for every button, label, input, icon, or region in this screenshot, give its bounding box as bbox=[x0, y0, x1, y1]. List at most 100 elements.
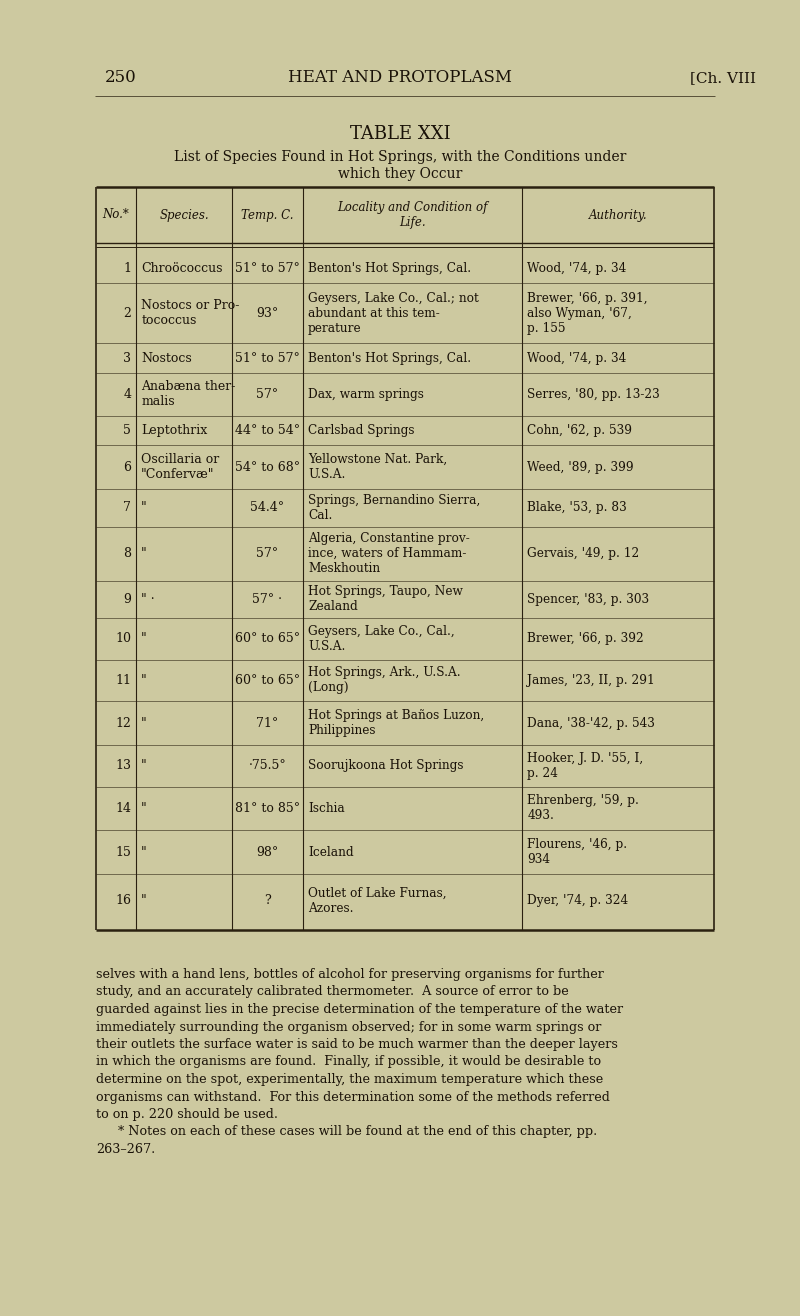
Text: Hot Springs, Ark., U.S.A.
(Long): Hot Springs, Ark., U.S.A. (Long) bbox=[308, 666, 461, 695]
Text: ": " bbox=[141, 846, 147, 858]
Text: 54° to 68°: 54° to 68° bbox=[235, 461, 300, 474]
Text: Chroöcoccus: Chroöcoccus bbox=[141, 262, 222, 275]
Text: ": " bbox=[141, 895, 147, 908]
Text: ": " bbox=[141, 547, 147, 561]
Text: Ischia: Ischia bbox=[308, 801, 345, 815]
Text: 57°: 57° bbox=[257, 547, 278, 561]
Text: Benton's Hot Springs, Cal.: Benton's Hot Springs, Cal. bbox=[308, 262, 471, 275]
Text: 81° to 85°: 81° to 85° bbox=[235, 801, 300, 815]
Text: ?: ? bbox=[264, 895, 271, 908]
Text: ": " bbox=[141, 674, 147, 687]
Text: Hooker, J. D. '55, I,
p. 24: Hooker, J. D. '55, I, p. 24 bbox=[527, 751, 644, 780]
Text: ": " bbox=[141, 633, 147, 645]
Text: immediately surrounding the organism observed; for in some warm springs or: immediately surrounding the organism obs… bbox=[96, 1020, 602, 1033]
Text: ": " bbox=[141, 759, 147, 772]
Text: 60° to 65°: 60° to 65° bbox=[235, 674, 300, 687]
Text: Dax, warm springs: Dax, warm springs bbox=[308, 388, 424, 401]
Text: 16: 16 bbox=[115, 895, 131, 908]
Text: " ·: " · bbox=[141, 592, 154, 605]
Text: 98°: 98° bbox=[256, 846, 278, 858]
Text: 51° to 57°: 51° to 57° bbox=[235, 262, 300, 275]
Text: 5: 5 bbox=[123, 424, 131, 437]
Text: Brewer, '66, p. 392: Brewer, '66, p. 392 bbox=[527, 633, 644, 645]
Text: 44° to 54°: 44° to 54° bbox=[235, 424, 300, 437]
Text: Iceland: Iceland bbox=[308, 846, 354, 858]
Text: 6: 6 bbox=[123, 461, 131, 474]
Text: Carlsbad Springs: Carlsbad Springs bbox=[308, 424, 414, 437]
Text: selves with a hand lens, bottles of alcohol for preserving organisms for further: selves with a hand lens, bottles of alco… bbox=[96, 969, 604, 980]
Text: 60° to 65°: 60° to 65° bbox=[235, 633, 300, 645]
Text: Nostocs or Pro-
tococcus: Nostocs or Pro- tococcus bbox=[141, 299, 239, 328]
Text: Species.: Species. bbox=[159, 208, 209, 221]
Text: 4: 4 bbox=[123, 388, 131, 401]
Text: Hot Springs, Taupo, New
Zealand: Hot Springs, Taupo, New Zealand bbox=[308, 586, 463, 613]
Text: Benton's Hot Springs, Cal.: Benton's Hot Springs, Cal. bbox=[308, 351, 471, 365]
Text: organisms can withstand.  For this determination some of the methods referred: organisms can withstand. For this determ… bbox=[96, 1091, 610, 1104]
Text: James, '23, II, p. 291: James, '23, II, p. 291 bbox=[527, 674, 655, 687]
Text: Geysers, Lake Co., Cal.,
U.S.A.: Geysers, Lake Co., Cal., U.S.A. bbox=[308, 625, 454, 653]
Text: Leptothrix: Leptothrix bbox=[141, 424, 207, 437]
Text: Outlet of Lake Furnas,
Azores.: Outlet of Lake Furnas, Azores. bbox=[308, 887, 446, 915]
Text: Dana, '38-'42, p. 543: Dana, '38-'42, p. 543 bbox=[527, 717, 655, 729]
Text: ": " bbox=[141, 501, 147, 515]
Text: Geysers, Lake Co., Cal.; not
abundant at this tem-
perature: Geysers, Lake Co., Cal.; not abundant at… bbox=[308, 292, 478, 334]
Text: 51° to 57°: 51° to 57° bbox=[235, 351, 300, 365]
Text: Locality and Condition of
Life.: Locality and Condition of Life. bbox=[338, 201, 488, 229]
Text: Wood, '74, p. 34: Wood, '74, p. 34 bbox=[527, 351, 626, 365]
Text: ·75.5°: ·75.5° bbox=[249, 759, 286, 772]
Text: 13: 13 bbox=[115, 759, 131, 772]
Text: 54.4°: 54.4° bbox=[250, 501, 285, 515]
Text: Spencer, '83, p. 303: Spencer, '83, p. 303 bbox=[527, 592, 650, 605]
Text: ": " bbox=[141, 717, 147, 729]
Text: 250: 250 bbox=[105, 70, 137, 87]
Text: to on p. 220 should be used.: to on p. 220 should be used. bbox=[96, 1108, 278, 1121]
Text: Temp. C.: Temp. C. bbox=[242, 208, 294, 221]
Text: Weed, '89, p. 399: Weed, '89, p. 399 bbox=[527, 461, 634, 474]
Text: 2: 2 bbox=[123, 307, 131, 320]
Text: 12: 12 bbox=[115, 717, 131, 729]
Text: Nostocs: Nostocs bbox=[141, 351, 192, 365]
Text: determine on the spot, experimentally, the maximum temperature which these: determine on the spot, experimentally, t… bbox=[96, 1073, 603, 1086]
Text: Hot Springs at Baños Luzon,
Philippines: Hot Springs at Baños Luzon, Philippines bbox=[308, 709, 484, 737]
Text: TABLE XXI: TABLE XXI bbox=[350, 125, 450, 143]
Text: 8: 8 bbox=[123, 547, 131, 561]
Text: 263–267.: 263–267. bbox=[96, 1144, 155, 1155]
Text: 3: 3 bbox=[123, 351, 131, 365]
Text: Algeria, Constantine prov-
ince, waters of Hammam-
Meskhoutin: Algeria, Constantine prov- ince, waters … bbox=[308, 532, 470, 575]
Text: Oscillaria or
"Confervæ": Oscillaria or "Confervæ" bbox=[141, 453, 219, 482]
Text: their outlets the surface water is said to be much warmer than the deeper layers: their outlets the surface water is said … bbox=[96, 1038, 618, 1051]
Text: Cohn, '62, p. 539: Cohn, '62, p. 539 bbox=[527, 424, 633, 437]
Text: [Ch. VIII: [Ch. VIII bbox=[690, 71, 756, 86]
Text: 9: 9 bbox=[123, 592, 131, 605]
Text: HEAT AND PROTOPLASM: HEAT AND PROTOPLASM bbox=[288, 70, 512, 87]
Text: which they Occur: which they Occur bbox=[338, 167, 462, 182]
Text: 11: 11 bbox=[115, 674, 131, 687]
Text: Yellowstone Nat. Park,
U.S.A.: Yellowstone Nat. Park, U.S.A. bbox=[308, 453, 447, 482]
Text: 57° ·: 57° · bbox=[253, 592, 282, 605]
Text: Dyer, '74, p. 324: Dyer, '74, p. 324 bbox=[527, 895, 629, 908]
Text: List of Species Found in Hot Springs, with the Conditions under: List of Species Found in Hot Springs, wi… bbox=[174, 150, 626, 164]
Text: 10: 10 bbox=[115, 633, 131, 645]
Text: Wood, '74, p. 34: Wood, '74, p. 34 bbox=[527, 262, 626, 275]
Text: Anabæna ther-
malis: Anabæna ther- malis bbox=[141, 380, 235, 408]
Text: in which the organisms are found.  Finally, if possible, it would be desirable t: in which the organisms are found. Finall… bbox=[96, 1055, 601, 1069]
Text: 7: 7 bbox=[123, 501, 131, 515]
Text: study, and an accurately calibrated thermometer.  A source of error to be: study, and an accurately calibrated ther… bbox=[96, 986, 569, 999]
Text: 93°: 93° bbox=[256, 307, 278, 320]
Text: 15: 15 bbox=[115, 846, 131, 858]
Text: Gervais, '49, p. 12: Gervais, '49, p. 12 bbox=[527, 547, 640, 561]
Text: guarded against lies in the precise determination of the temperature of the wate: guarded against lies in the precise dete… bbox=[96, 1003, 623, 1016]
Text: Springs, Bernandino Sierra,
Cal.: Springs, Bernandino Sierra, Cal. bbox=[308, 494, 481, 521]
Text: 1: 1 bbox=[123, 262, 131, 275]
Text: Brewer, '66, p. 391,
also Wyman, '67,
p. 155: Brewer, '66, p. 391, also Wyman, '67, p.… bbox=[527, 292, 648, 334]
Text: 71°: 71° bbox=[256, 717, 278, 729]
Text: No.*: No.* bbox=[102, 208, 130, 221]
Text: 57°: 57° bbox=[257, 388, 278, 401]
Text: Flourens, '46, p.
934: Flourens, '46, p. 934 bbox=[527, 838, 627, 866]
Text: Soorujkoona Hot Springs: Soorujkoona Hot Springs bbox=[308, 759, 463, 772]
Text: Serres, '80, pp. 13-23: Serres, '80, pp. 13-23 bbox=[527, 388, 660, 401]
Text: Ehrenberg, '59, p.
493.: Ehrenberg, '59, p. 493. bbox=[527, 795, 639, 822]
Text: Blake, '53, p. 83: Blake, '53, p. 83 bbox=[527, 501, 627, 515]
Text: ": " bbox=[141, 801, 147, 815]
Text: 14: 14 bbox=[115, 801, 131, 815]
